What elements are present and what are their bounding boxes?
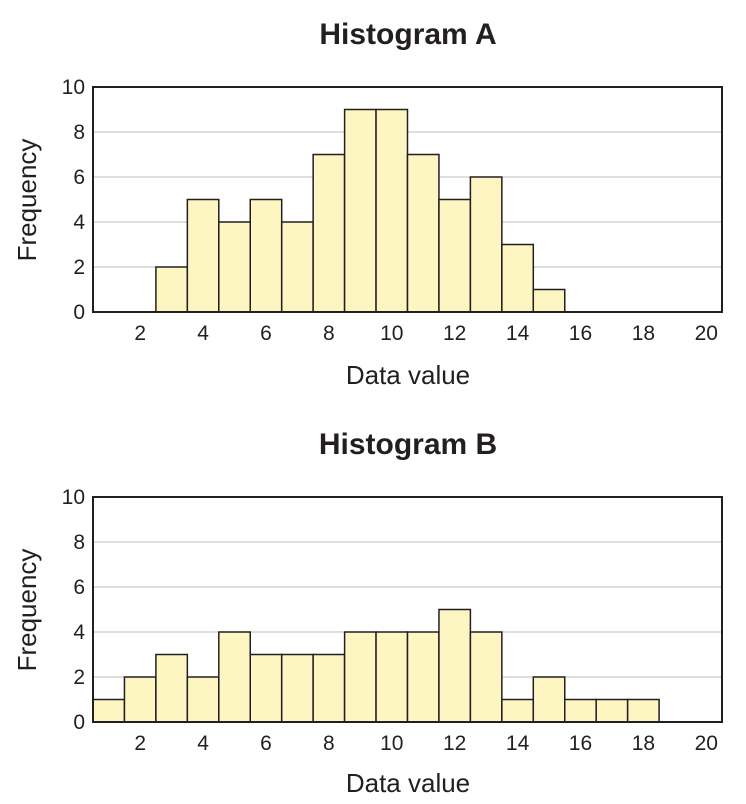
histogram-a-bar [438,198,472,313]
histogram-b-bar [375,631,409,723]
histogram-a-bar [312,153,346,313]
histogram-a-xtick-label: 6 [260,322,272,345]
histogram-a-xtick-label: 14 [506,322,530,345]
histogram-a-xtick-label: 10 [380,322,403,345]
histogram-b-bar [626,698,660,723]
histogram-b-xtick-label: 14 [506,732,530,755]
histogram-b-ytick-label: 4 [73,621,85,644]
histogram-b-bar [532,676,566,723]
histogram-b: Histogram B Data value Frequency 0 2 4 6 8 10… [12,428,723,798]
histogram-a-ytick-label: 8 [73,121,85,144]
histogram-a-bar [280,221,314,313]
histogram-a: Histogram A Data value Frequency 0 2 4 6 8 10… [12,18,723,390]
histogram-a-ytick-label: 0 [73,301,85,324]
histogram-a-bar [249,198,283,313]
histogram-b-bar [469,631,503,723]
histogram-b-bar [218,631,252,723]
histogram-a-plot-frame [92,86,723,313]
histogram-b-bar [155,653,189,723]
histogram-b-bar [595,698,629,723]
histogram-b-xtick-label: 4 [197,732,209,755]
histogram-a-ylabel: Frequency [12,139,42,262]
histogram-b-ytick-label: 6 [73,576,85,599]
histogram-b-plot-frame [92,496,723,723]
histogram-b-ylabel: Frequency [12,549,42,672]
histogram-b-bar [406,631,440,723]
histogram-b-xtick-label: 8 [323,732,335,755]
histogram-a-bar [155,266,189,313]
histogram-b-ytick-label: 10 [62,486,85,509]
histogram-a-ytick-label: 2 [73,256,85,279]
histogram-a-ytick-label: 10 [62,76,85,99]
histogram-a-xtick-label: 12 [443,322,466,345]
histogram-b-bar [312,653,346,723]
histogram-b-ytick-label: 2 [73,666,85,689]
histogram-a-xtick-label: 2 [134,322,146,345]
histogram-a-bar [406,153,440,313]
histogram-b-bar [92,698,126,723]
histogram-a-bar [186,198,220,313]
histogram-a-bar [469,176,503,313]
histogram-b-bar [123,676,157,723]
histogram-a-xtick-label: 18 [632,322,655,345]
histogram-b-xtick-label: 12 [443,732,466,755]
histogram-a-bar [375,108,409,313]
histogram-a-xtick-label: 16 [569,322,592,345]
histogram-b-ytick-label: 8 [73,531,85,554]
histogram-b-bar [343,631,377,723]
histogram-b-title: Histogram B [319,428,497,461]
histogram-b-bar [249,653,283,723]
histogram-a-xtick-label: 8 [323,322,335,345]
histogram-b-bar [564,698,597,723]
histogram-b-xtick-label: 2 [134,732,146,755]
histogram-a-xlabel: Data value [346,360,470,390]
histogram-a-bar [532,288,566,313]
histogram-a-bar [218,221,252,313]
histogram-b-xtick-label: 16 [569,732,592,755]
histogram-b-bar [280,653,314,723]
histogram-a-title: Histogram A [319,18,496,51]
histogram-b-bar [186,676,220,723]
histogram-b-xlabel: Data value [346,768,470,798]
histogram-a-ytick-label: 4 [73,211,85,234]
histogram-b-bar [501,698,535,723]
histogram-a-ytick-label: 6 [73,166,85,189]
histogram-b-xtick-label: 6 [260,732,272,755]
histogram-b-ytick-label: 0 [73,711,85,734]
histogram-a-xtick-label: 4 [197,322,209,345]
histogram-b-xtick-label: 20 [695,732,718,755]
histogram-b-bar [438,608,472,723]
histogram-a-bar [343,108,377,313]
histogram-a-bar [501,243,535,313]
histogram-b-xtick-label: 10 [380,732,403,755]
histogram-b-xtick-label: 18 [632,732,655,755]
histogram-a-xtick-label: 20 [695,322,718,345]
